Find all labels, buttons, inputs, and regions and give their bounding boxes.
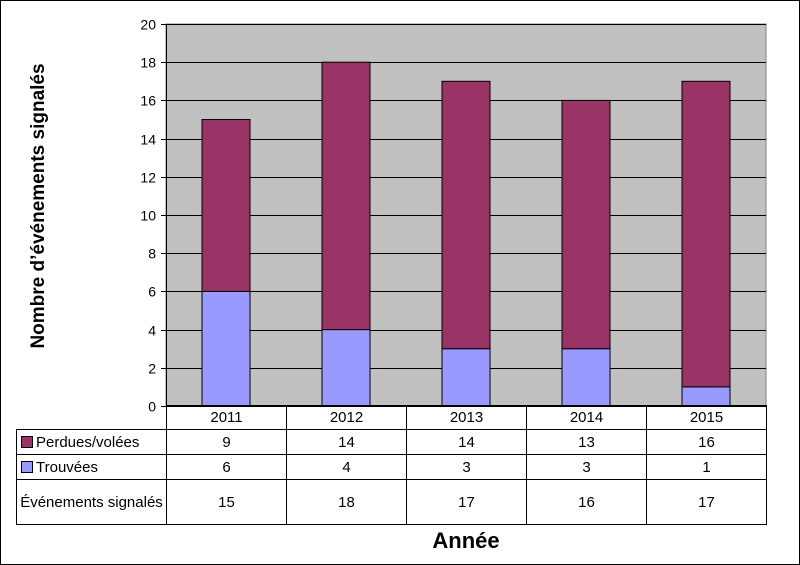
table-cell: 16 <box>646 429 767 455</box>
table-cell: 6 <box>166 454 287 480</box>
y-tick-label: 14 <box>140 132 156 148</box>
table-cell: 3 <box>406 454 527 480</box>
y-tick-label: 4 <box>148 323 156 339</box>
table-row-trouvees: Trouvées 6 4 3 3 1 <box>16 454 767 480</box>
table-row-totals: Événements signalés 15 18 17 16 17 <box>16 479 767 525</box>
bar-segment-trouvees <box>201 290 251 407</box>
data-table: 2011 2012 2013 2014 2015 Perdues/volées … <box>16 405 767 525</box>
bar-segment-perdues <box>201 119 251 292</box>
legend-label-trouvees: Trouvées <box>36 458 98 476</box>
table-year: 2015 <box>646 405 767 430</box>
bar-segment-perdues <box>681 80 731 388</box>
table-cell: 17 <box>646 479 767 525</box>
y-tick-label: 12 <box>140 170 156 186</box>
table-cell: 14 <box>406 429 527 455</box>
legend-swatch-perdues <box>21 435 33 448</box>
table-cell: 17 <box>406 479 527 525</box>
table-cell: 15 <box>166 479 287 525</box>
table-cell: 18 <box>286 479 407 525</box>
table-corner <box>16 405 167 430</box>
bar-segment-trouvees <box>561 348 611 407</box>
y-tick-label: 2 <box>148 361 156 377</box>
y-tick-label: 10 <box>140 208 156 224</box>
bar-segment-perdues <box>321 61 371 331</box>
table-cell: 14 <box>286 429 407 455</box>
bar-segment-perdues <box>561 99 611 350</box>
table-cell: 4 <box>286 454 407 480</box>
y-axis-title: Nombre d’événements signalés <box>28 63 49 349</box>
bar-segment-trouvees <box>681 386 731 407</box>
y-axis-title-wrap: Nombre d’événements signalés <box>13 41 65 371</box>
table-year: 2011 <box>166 405 287 430</box>
table-year: 2014 <box>526 405 647 430</box>
y-tick-label: 8 <box>148 246 156 262</box>
legend-swatch-trouvees <box>21 460 33 473</box>
table-row-perdues: Perdues/volées 9 14 14 13 16 <box>16 429 767 455</box>
totals-label: Événements signalés <box>16 479 167 525</box>
y-tick-label: 18 <box>140 55 156 71</box>
x-axis-title: Année <box>432 528 500 553</box>
y-tick-label: 16 <box>140 93 156 109</box>
bar-segment-perdues <box>441 80 491 350</box>
table-cell: 13 <box>526 429 647 455</box>
table-year: 2012 <box>286 405 407 430</box>
table-cell: 3 <box>526 454 647 480</box>
y-tick-label: 20 <box>140 17 156 33</box>
legend-label-perdues: Perdues/volées <box>36 433 140 451</box>
table-cell: 1 <box>646 454 767 480</box>
table-cell: 16 <box>526 479 647 525</box>
table-year: 2013 <box>406 405 527 430</box>
legend-perdues: Perdues/volées <box>16 429 167 455</box>
legend-trouvees: Trouvées <box>16 454 167 480</box>
table-cell: 9 <box>166 429 287 455</box>
table-header-row: 2011 2012 2013 2014 2015 <box>16 405 767 430</box>
bar-segment-trouvees <box>321 329 371 407</box>
bar-segment-trouvees <box>441 348 491 407</box>
y-tick-label: 6 <box>148 284 156 300</box>
